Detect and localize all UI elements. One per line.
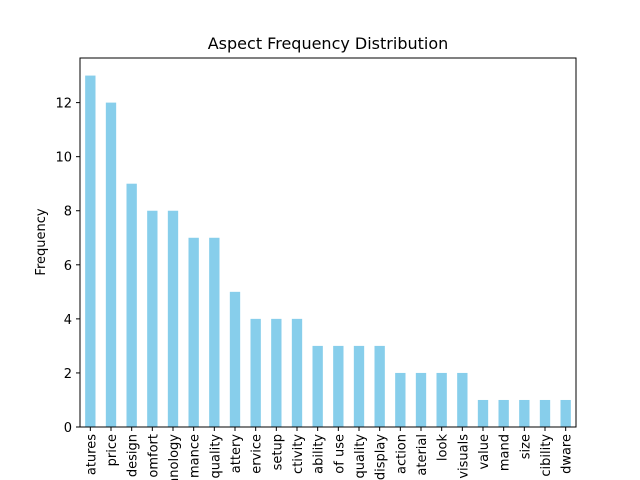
x-tick-label: setup xyxy=(270,434,285,470)
x-tick-label: ervice xyxy=(250,434,265,474)
x-tick-label: value xyxy=(477,434,492,470)
bar xyxy=(353,345,365,427)
plot-frame xyxy=(79,57,577,428)
chart-title: Aspect Frequency Distribution xyxy=(208,34,449,53)
bar xyxy=(395,372,406,427)
x-tick-label: mand xyxy=(498,434,513,471)
x-tick-label: display xyxy=(374,434,389,480)
bar xyxy=(188,237,199,427)
bar xyxy=(209,237,220,427)
x-tick-label: dware xyxy=(560,434,575,474)
y-tick-label: 2 xyxy=(64,367,72,382)
bar xyxy=(147,210,158,427)
x-tick-label: look xyxy=(436,434,451,462)
bar xyxy=(539,399,551,427)
x-tick-label: design xyxy=(126,434,141,477)
x-tick-label: size xyxy=(518,434,533,459)
y-tick-label: 6 xyxy=(64,259,72,274)
x-tick-label: atures xyxy=(84,434,99,475)
bar xyxy=(560,399,571,427)
bar xyxy=(519,399,530,427)
bar xyxy=(271,318,282,427)
x-tick-label: ability xyxy=(312,434,327,474)
x-tick-label: aterial xyxy=(415,434,430,476)
bar xyxy=(167,210,179,427)
bar xyxy=(85,75,96,428)
x-tick-label: visuals xyxy=(456,434,471,479)
x-tick-label: cibility xyxy=(539,434,554,477)
y-tick-label: 10 xyxy=(55,151,72,166)
x-tick-label: of use xyxy=(332,434,347,474)
bar xyxy=(291,318,303,427)
x-tick-label: price xyxy=(105,434,120,466)
bar xyxy=(477,399,489,427)
bar xyxy=(436,372,447,427)
bar xyxy=(250,318,261,427)
y-tick-label: 0 xyxy=(64,421,72,436)
y-tick-label: 12 xyxy=(55,97,72,112)
bar xyxy=(105,102,117,427)
y-tick-label: 8 xyxy=(64,205,72,220)
bar xyxy=(374,345,385,427)
bar xyxy=(229,291,241,427)
x-tick-label: mance xyxy=(188,434,203,478)
bar xyxy=(457,372,468,427)
bar xyxy=(333,345,344,427)
y-tick-label: 4 xyxy=(64,313,72,328)
x-tick-label: attery xyxy=(229,434,244,474)
x-tick-label: quality xyxy=(208,434,223,479)
x-tick-label: omfort xyxy=(146,434,161,478)
x-tick-label: action xyxy=(394,434,409,474)
bar xyxy=(312,345,323,427)
bar xyxy=(498,399,509,427)
x-tick-label: ctivity xyxy=(291,434,306,474)
bar xyxy=(415,372,427,427)
bar xyxy=(126,183,137,427)
x-tick-label: quality xyxy=(353,434,368,479)
y-axis-label: Frequency xyxy=(34,208,49,275)
x-tick-label: hnology xyxy=(167,434,182,480)
